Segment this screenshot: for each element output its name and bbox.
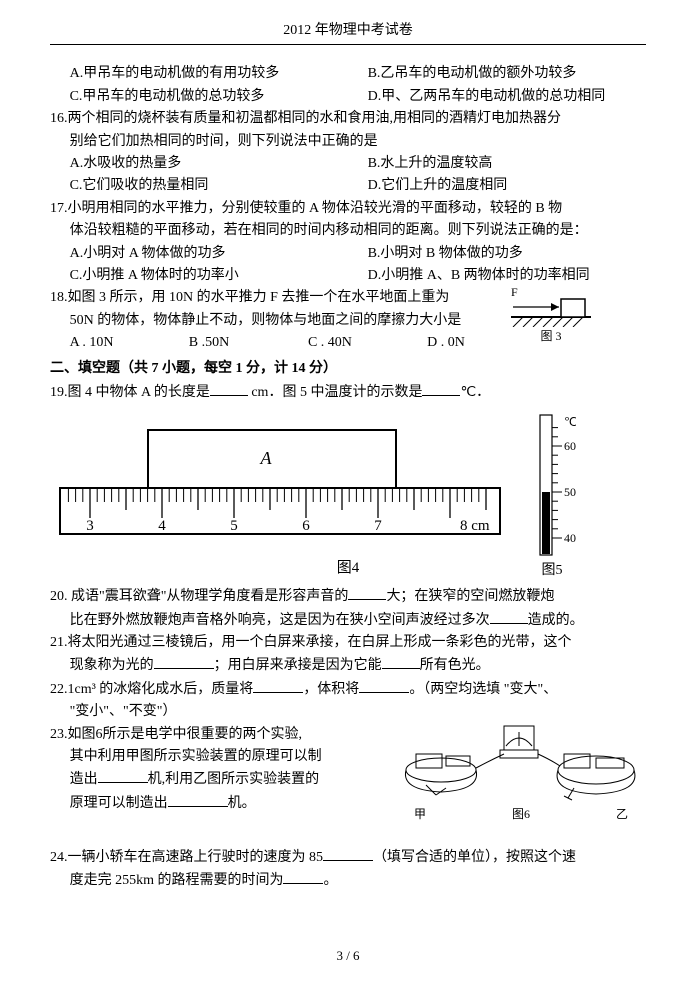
q20-line2: 比在野外燃放鞭炮声音格外响亮，这是因为在狭小空间声波经过多次 造成的。 — [50, 609, 646, 632]
q17-stem-2: 体沿较粗糙的平面移动，若在相同的时间内移动相同的距离。则下列说法正确的是： — [50, 220, 646, 242]
page-footer: 3 / 6 — [0, 946, 696, 967]
q24-l1-pre: 24.一辆小轿车在高速路上行驶时的速度为 85 — [50, 850, 323, 865]
q24-blank-1 — [323, 846, 373, 861]
q16-opt-d: D.它们上升的温度相同 — [348, 175, 646, 197]
q24-line2: 度走完 255km 的路程需要的时间为 。 — [50, 869, 646, 892]
q24-l2-pre: 度走完 255km 的路程需要的时间为 — [70, 873, 284, 888]
q21-l2-post: 所有色光。 — [420, 658, 490, 673]
q22-mid: ，体积将 — [303, 682, 359, 697]
q20-l1-post: 大；在狭窄的空间燃放鞭炮 — [386, 589, 554, 604]
figure-3-label: 图 3 — [511, 327, 591, 346]
q16-opt-a: A.水吸收的热量多 — [50, 153, 348, 175]
svg-text:5: 5 — [230, 518, 238, 534]
q17-opt-b: B.小明对 B 物体做的功多 — [348, 243, 646, 265]
q15-opt-d: D.甲、乙两吊车的电动机做的总功相同 — [348, 86, 646, 108]
q22-post: 。（两空均选填 "变大"、 — [409, 682, 557, 697]
q21-l2-mid: ；用白屏来承接是因为它能 — [214, 658, 382, 673]
q17-options: A.小明对 A 物体做的功多 B.小明对 B 物体做的功多 C.小明推 A 物体… — [50, 243, 646, 288]
q17-opt-a: A.小明对 A 物体做的功多 — [50, 243, 348, 265]
svg-text:4: 4 — [158, 518, 166, 534]
q21-l2-pre: 现象称为光的 — [70, 658, 154, 673]
page-header: 2012 年物理中考试卷 — [50, 20, 646, 45]
q19-pre: 19.图 4 中物体 A 的长度是 — [50, 385, 210, 400]
figure-6-right-label: 乙 — [616, 805, 628, 824]
figure-4-label: 图4 — [50, 556, 646, 580]
q15-opt-b: B.乙吊车的电动机做的额外功较多 — [348, 63, 646, 85]
q18-opt-a: A . 10N — [50, 332, 169, 354]
q17-opt-c: C.小明推 A 物体时的功率小 — [50, 265, 348, 287]
q24-line1: 24.一辆小轿车在高速路上行驶时的速度为 85 （填写合适的单位），按照这个速 — [50, 846, 646, 869]
figure-3: F 图 3 — [511, 287, 591, 346]
q17-opt-d: D.小明推 A、B 两物体时的功率相同 — [348, 265, 646, 287]
q20-l2-post: 造成的。 — [528, 613, 584, 628]
q16-opt-b: B.水上升的温度较高 — [348, 153, 646, 175]
q18-opt-c: C . 40N — [288, 332, 407, 354]
q24-blank-2 — [283, 869, 323, 884]
q22-pre: 22.1cm³ 的冰熔化成水后，质量将 — [50, 682, 253, 697]
q20-blank-1 — [348, 585, 386, 600]
q21-line1: 21.将太阳光通过三棱镜后，用一个白屏来承接，在白屏上形成一条彩色的光带，这个 — [50, 632, 646, 654]
q22-line1: 22.1cm³ 的冰熔化成水后，质量将 ，体积将 。（两空均选填 "变大"、 — [50, 678, 646, 701]
q19-mid: cm．图 5 中温度计的示数是 — [248, 385, 423, 400]
svg-text:7: 7 — [374, 518, 382, 534]
q15-opt-a: A.甲吊车的电动机做的有用功较多 — [50, 63, 348, 85]
figure-6-center-label: 图6 — [512, 805, 530, 824]
figure-6: 甲 图6 乙 — [396, 720, 646, 824]
q23-block: 甲 图6 乙 23.如图6所示是电学中很重要的两个实验, 其中利用甲图所示实验装… — [50, 724, 646, 824]
q20-l1-pre: 20. 成语"震耳欲聋"从物理学角度看是形容声音的 — [50, 589, 348, 604]
q20-line1: 20. 成语"震耳欲聋"从物理学角度看是形容声音的 大；在狭窄的空间燃放鞭炮 — [50, 585, 646, 608]
figure-3-force-label: F — [511, 283, 518, 302]
q18-options: A . 10N B .50N C . 40N D . 0N — [50, 332, 527, 354]
q18-opt-d: D . 0N — [408, 332, 527, 354]
q22-blank-2 — [359, 678, 409, 693]
svg-text:A: A — [260, 448, 273, 468]
q17-stem-1: 17.小明用相同的水平推力，分别使较重的 A 物体沿较光滑的平面移动，较轻的 B… — [50, 198, 646, 220]
figure-4: A — [50, 410, 646, 580]
figure-6-left-label: 甲 — [414, 805, 426, 824]
q21-line2: 现象称为光的 ；用白屏来承接是因为它能 所有色光。 — [50, 654, 646, 677]
q15-options: A.甲吊车的电动机做的有用功较多 B.乙吊车的电动机做的额外功较多 C.甲吊车的… — [50, 63, 646, 108]
q22-blank-1 — [253, 678, 303, 693]
svg-text:6: 6 — [302, 518, 310, 534]
section-2-title: 二、填空题（共 7 小题，每空 1 分，计 14 分） — [50, 358, 646, 380]
q19-text: 19.图 4 中物体 A 的长度是 cm．图 5 中温度计的示数是 ℃． — [50, 381, 646, 404]
q23-l4-pre: 原理可以制造出 — [70, 796, 168, 811]
q23-l3-post: 机,利用乙图所示实验装置的 — [148, 772, 320, 787]
q24-l2-post: 。 — [323, 873, 337, 888]
q23-blank-2 — [168, 792, 228, 807]
q20-l2-pre: 比在野外燃放鞭炮声音格外响亮，这是因为在狭小空间声波经过多次 — [70, 613, 490, 628]
q19-blank-1 — [210, 381, 248, 396]
q19-blank-2 — [422, 381, 460, 396]
q16-options: A.水吸收的热量多 B.水上升的温度较高 C.它们吸收的热量相同 D.它们上升的… — [50, 153, 646, 198]
q23-l3-pre: 造出 — [70, 772, 98, 787]
q18-opt-b: B .50N — [169, 332, 288, 354]
q16-stem-2: 别给它们加热相同的时间，则下列说法中正确的是 — [50, 131, 646, 153]
svg-text:8 cm: 8 cm — [460, 518, 490, 534]
q23-blank-1 — [98, 768, 148, 783]
q16-opt-c: C.它们吸收的热量相同 — [50, 175, 348, 197]
q19-tail: ℃． — [460, 385, 490, 400]
q21-blank-1 — [154, 654, 214, 669]
svg-text:3: 3 — [86, 518, 94, 534]
q24-l1-post: （填写合适的单位），按照这个速 — [373, 850, 576, 865]
q21-blank-2 — [382, 654, 420, 669]
q20-blank-2 — [490, 609, 528, 624]
q23-l4-post: 机。 — [228, 796, 256, 811]
q16-stem-1: 16.两个相同的烧杯装有质量和初温都相同的水和食用油,用相同的酒精灯电加热器分 — [50, 108, 646, 130]
q15-opt-c: C.甲吊车的电动机做的总功较多 — [50, 86, 348, 108]
